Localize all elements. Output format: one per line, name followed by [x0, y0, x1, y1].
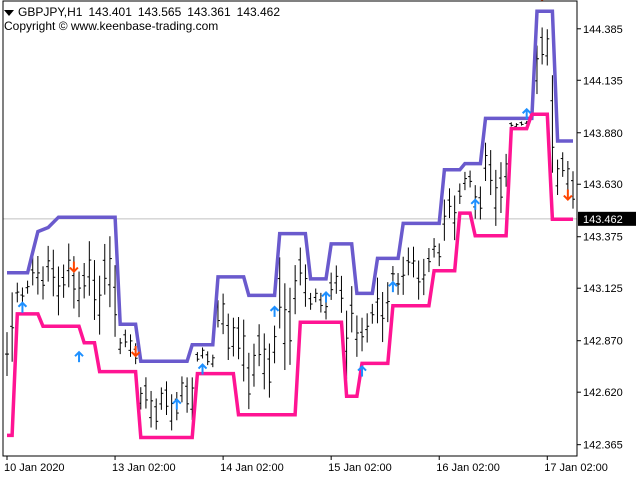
- arrow-head: [470, 198, 480, 205]
- buy-arrow-icon: [74, 350, 84, 363]
- chart-header-quote: GBPJPY,H1 143.401 143.565 143.361 143.462: [4, 5, 280, 19]
- symbol-label: GBPJPY,H1: [18, 5, 83, 19]
- y-tick-label: 143.630: [583, 179, 623, 191]
- axes: 144.385 144.135 143.880 143.630 143.375 143.1…: [2, 0, 636, 474]
- y-tick-label: 142.365: [583, 440, 623, 452]
- x-tick-label: 13 Jan 02:00: [112, 462, 176, 474]
- arrow-head: [269, 305, 280, 312]
- x-tick-label: 15 Jan 02:00: [328, 462, 392, 474]
- plot-frame: [2, 0, 578, 457]
- price-bars: [5, 27, 575, 431]
- buy-arrow-icon: [269, 305, 280, 317]
- arrow-head: [130, 351, 141, 358]
- arrow-head: [74, 350, 84, 357]
- open-value: 143.401: [88, 5, 132, 19]
- lower-channel-line: [7, 112, 573, 440]
- plot-area: [3, 0, 577, 440]
- upper-channel-line: [7, 9, 573, 364]
- sell-arrow-icon: [69, 261, 79, 274]
- y-tick-label: 144.135: [583, 75, 623, 87]
- arrow-head: [563, 194, 573, 201]
- buy-arrow-icon: [197, 363, 208, 375]
- arrow-head: [357, 365, 367, 372]
- sell-arrow-icon: [563, 189, 573, 201]
- y-tick-label: 143.375: [583, 232, 623, 244]
- buy-arrow-icon: [17, 301, 28, 313]
- arrow-head: [321, 291, 331, 298]
- arrow-head: [17, 301, 28, 308]
- x-tick-label: 14 Jan 02:00: [220, 462, 284, 474]
- y-tick-label: 142.870: [583, 336, 623, 348]
- x-tick-label: 16 Jan 02:00: [436, 462, 500, 474]
- y-tick-label: 143.125: [583, 283, 623, 295]
- sell-arrow-icon: [130, 346, 141, 358]
- x-tick-label: 10 Jan 2020: [4, 462, 65, 474]
- arrow-head: [69, 266, 79, 274]
- current-price-label: 143.462: [583, 214, 623, 226]
- y-tick-label: 144.385: [583, 24, 623, 36]
- close-value: 143.462: [236, 5, 281, 19]
- copyright-text: Copyright © www.keenbase-trading.com: [4, 19, 219, 33]
- arrow-head: [172, 398, 182, 405]
- arrow-head: [388, 280, 398, 287]
- buy-arrow-icon: [357, 365, 367, 377]
- arrow-head: [521, 107, 532, 114]
- buy-arrow-icon: [521, 107, 532, 120]
- y-tick-label: 142.620: [583, 387, 623, 399]
- arrow-head: [197, 363, 208, 370]
- x-tick-label: 17 Jan 02:00: [544, 462, 608, 474]
- buy-arrow-icon: [172, 398, 182, 410]
- buy-arrow-icon: [321, 291, 331, 303]
- y-tick-label: 143.880: [583, 128, 623, 140]
- buy-arrow-icon: [470, 198, 480, 210]
- buy-arrow-icon: [388, 280, 398, 293]
- high-value: 143.565: [137, 5, 182, 19]
- current-price-badge: [578, 211, 636, 226]
- low-value: 143.361: [187, 5, 231, 19]
- triangle-down-icon[interactable]: [4, 9, 14, 16]
